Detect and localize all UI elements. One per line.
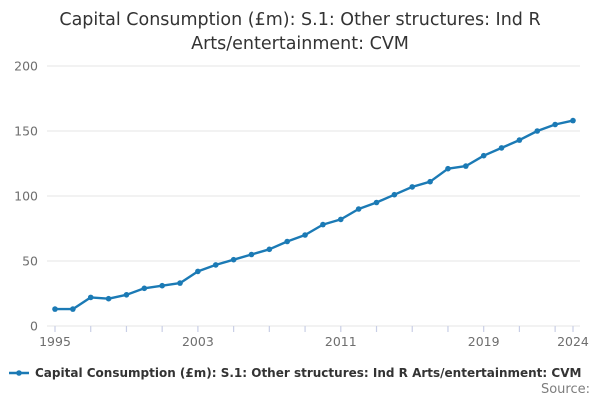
x-axis-label: 1995: [39, 334, 71, 349]
data-point: [445, 165, 451, 172]
y-axis-label: 150: [14, 124, 38, 139]
data-point: [373, 199, 380, 206]
legend: Capital Consumption (£m): S.1: Other str…: [8, 366, 600, 380]
x-axis-label: 2011: [325, 334, 357, 349]
legend-label: Capital Consumption (£m): S.1: Other str…: [35, 366, 582, 380]
data-point: [320, 221, 326, 228]
data-point: [337, 216, 344, 223]
data-point: [552, 121, 558, 128]
data-point: [87, 294, 94, 301]
chart-title: Capital Consumption (£m): S.1: Other str…: [59, 10, 541, 54]
data-point: [427, 178, 433, 185]
x-axis-label: 2024: [557, 334, 589, 349]
data-point: [391, 191, 398, 198]
data-point: [355, 206, 362, 212]
chart-svg: 0 50 100 150 200 1995 2003 2011 2019 2024: [14, 59, 589, 350]
data-point: [105, 295, 112, 302]
data-point: [230, 256, 237, 263]
data-point: [195, 268, 201, 275]
data-point: [570, 117, 576, 124]
y-axis-label: 100: [14, 189, 38, 204]
data-point: [480, 152, 487, 159]
x-axis-label: 2003: [182, 334, 214, 349]
data-point: [498, 145, 505, 151]
data-point: [409, 184, 416, 190]
y-axis-label: 200: [14, 59, 38, 74]
data-line: [55, 119, 574, 311]
legend-line-marker-icon: [9, 370, 29, 376]
data-point: [266, 246, 273, 253]
data-point: [302, 232, 308, 238]
data-point: [212, 262, 219, 268]
data-point: [141, 285, 148, 292]
data-point: [284, 238, 291, 245]
x-axis-label: 2019: [468, 334, 500, 349]
data-point: [70, 306, 76, 312]
data-point: [159, 282, 165, 289]
source-label: Source:: [540, 382, 590, 397]
data-point: [177, 280, 183, 286]
y-axis-label: 0: [30, 319, 38, 334]
data-point: [123, 292, 130, 298]
data-point: [463, 163, 469, 169]
y-axis-label: 50: [22, 254, 38, 269]
data-point: [248, 251, 255, 258]
data-point: [516, 137, 523, 143]
data-point: [534, 128, 541, 134]
data-point: [52, 306, 58, 312]
